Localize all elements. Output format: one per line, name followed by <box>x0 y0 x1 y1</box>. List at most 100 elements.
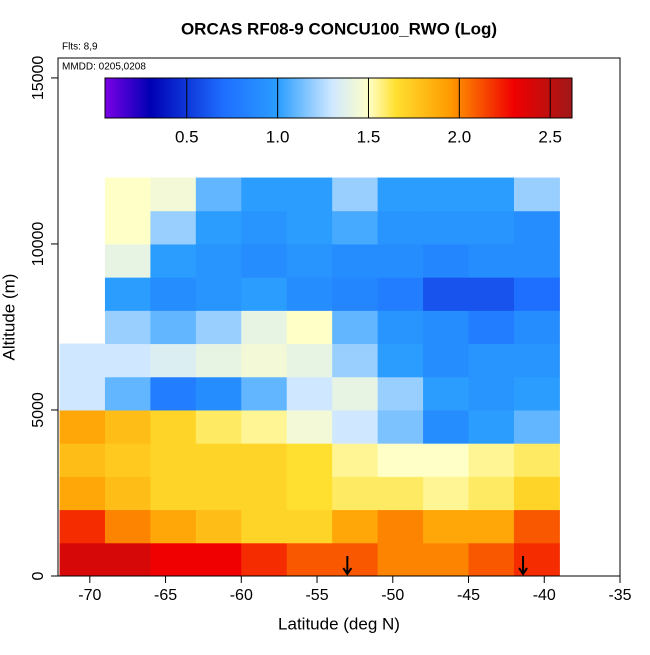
heatmap-cell <box>468 177 515 212</box>
heatmap-cell <box>286 409 333 444</box>
heatmap-cell <box>286 376 333 411</box>
heatmap-cell <box>423 177 470 212</box>
heatmap-cell <box>377 476 424 511</box>
colorbar-tick-label: 2.5 <box>538 127 562 146</box>
heatmap-cell <box>377 376 424 411</box>
heatmap-cell <box>513 476 560 511</box>
x-tick-label: -60 <box>230 587 253 604</box>
x-tick-label: -45 <box>457 587 480 604</box>
heatmap-cell <box>423 243 470 278</box>
heatmap-cell <box>286 443 333 477</box>
heatmap-cell <box>332 277 379 311</box>
heatmap-cell <box>104 443 151 477</box>
heatmap-cell <box>286 542 333 577</box>
heatmap-cell <box>468 376 515 411</box>
heatmap-cell <box>150 443 197 477</box>
x-axis-label: Latitude (deg N) <box>278 614 400 633</box>
heatmap-cell <box>104 343 151 378</box>
heatmap-cell <box>241 376 288 411</box>
heatmap-cell <box>377 243 424 278</box>
colorbar-tick-label: 2.0 <box>448 127 472 146</box>
heatmap-cell <box>150 177 197 212</box>
colorbar <box>104 77 573 119</box>
heatmap-cell <box>104 243 151 278</box>
x-tick-label: -40 <box>533 587 556 604</box>
heatmap-cell <box>332 210 379 245</box>
heatmap-cell <box>241 542 288 577</box>
heatmap-cell <box>195 409 242 444</box>
heatmap-cell <box>104 376 151 411</box>
heatmap-cell <box>150 542 197 577</box>
heatmap-cell <box>332 509 379 544</box>
heatmap-cell <box>241 443 288 477</box>
y-tick-label: 0 <box>30 571 47 580</box>
heatmap-cell <box>241 310 288 345</box>
heatmap-cell <box>377 277 424 311</box>
heatmap-cell <box>332 343 379 378</box>
heatmap-cell <box>423 409 470 444</box>
heatmap-cell <box>423 509 470 544</box>
heatmap-cell <box>332 376 379 411</box>
heatmap-cell <box>195 443 242 477</box>
heatmap-cell <box>423 443 470 477</box>
heatmap-cell <box>377 509 424 544</box>
heatmap-cell <box>332 310 379 345</box>
heatmap-cell <box>513 243 560 278</box>
y-tick-label: 15000 <box>30 56 47 101</box>
heatmap-cell <box>468 343 515 378</box>
heatmap-cell <box>332 476 379 511</box>
heatmap-cell <box>241 343 288 378</box>
heatmap-cell <box>150 343 197 378</box>
heatmap-cell <box>195 277 242 311</box>
heatmap-cell <box>377 310 424 345</box>
heatmap-cell <box>150 277 197 311</box>
heatmap-cell <box>104 177 151 212</box>
heatmap-cell <box>150 210 197 245</box>
heatmap-cell <box>423 476 470 511</box>
arrow <box>342 556 353 576</box>
heatmap-cell <box>513 177 560 212</box>
colorbar-tick-label: 0.5 <box>175 127 199 146</box>
heatmap-cell <box>513 310 560 345</box>
heatmap-cell <box>195 243 242 278</box>
annotation: Flts: 8,9 <box>62 42 98 53</box>
heatmap-cell <box>377 210 424 245</box>
colorbar-tick-label: 1.5 <box>357 127 381 146</box>
heatmap-cell <box>195 210 242 245</box>
y-tick-label: 5000 <box>30 392 47 428</box>
heatmap-cell <box>195 542 242 577</box>
heatmap-cell <box>195 177 242 212</box>
heatmap-cell <box>468 277 515 311</box>
arrow <box>518 556 528 576</box>
heatmap-cell <box>59 509 106 544</box>
heatmap-cell <box>195 310 242 345</box>
heatmap-cell <box>150 376 197 411</box>
heatmap-cell <box>513 409 560 444</box>
heatmap-cell <box>286 343 333 378</box>
heatmap-cell <box>150 310 197 345</box>
heatmap-cell <box>195 509 242 544</box>
heatmap-cell <box>423 542 470 577</box>
heatmap-cell <box>468 443 515 477</box>
heatmap-cell <box>513 509 560 544</box>
heatmap-cell <box>241 476 288 511</box>
y-axis-label: Altitude (m) <box>0 274 18 361</box>
heatmap-cell <box>513 376 560 411</box>
heatmap-cell <box>377 409 424 444</box>
heatmap-cell <box>104 542 151 577</box>
heatmap-cell <box>104 310 151 345</box>
heatmap-cell <box>468 310 515 345</box>
heatmap-cell <box>195 343 242 378</box>
plot-frame <box>57 57 621 577</box>
heatmap-cell <box>104 277 151 311</box>
heatmap-cell <box>468 509 515 544</box>
heatmap-cell <box>286 476 333 511</box>
x-tick-label: -70 <box>78 587 101 604</box>
heatmap-cell <box>377 542 424 577</box>
heatmap-cell <box>104 210 151 245</box>
heatmap-cell <box>513 443 560 477</box>
heatmap-cell <box>423 310 470 345</box>
heatmap-cell <box>286 509 333 544</box>
colorbar-tick-label: 1.0 <box>266 127 290 146</box>
